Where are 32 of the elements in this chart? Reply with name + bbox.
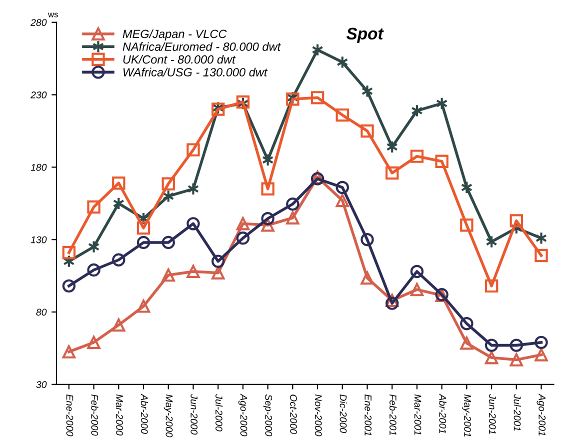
x-tick-label: Abr-2000 bbox=[140, 394, 148, 434]
x-tick-label: Abr-2001 bbox=[439, 394, 446, 434]
x-tick-label: Nov-2000 bbox=[314, 394, 322, 436]
x-tick-label: Jul-2001 bbox=[514, 394, 521, 431]
x-tick-label: Mar-2000 bbox=[116, 394, 123, 436]
x-tick-label: Jun-2000 bbox=[190, 394, 198, 435]
y-tick-label: 280 bbox=[30, 19, 47, 26]
legend-label: MEG/Japan - VLCC bbox=[122, 29, 227, 40]
x-tick-label: Oct-2000 bbox=[290, 394, 297, 434]
x-tick-label: Jul-2000 bbox=[215, 394, 223, 432]
y-tick-label: 30 bbox=[36, 381, 47, 388]
x-tick-label: Ago-2000 bbox=[238, 394, 248, 436]
y-tick-label: 130 bbox=[30, 236, 47, 244]
y-tick-label: 230 bbox=[30, 92, 47, 98]
x-tick-label: Feb-2001 bbox=[390, 394, 397, 435]
x-tick-label: Feb-2000 bbox=[91, 394, 98, 436]
x-tick-label: Sep-2000 bbox=[263, 394, 272, 436]
x-tick-label: May-2000 bbox=[164, 394, 173, 438]
legend-label: UK/Cont - 80.000 dwt bbox=[123, 54, 236, 64]
legend-label: NAfrica/Euromed - 80.000 dwt bbox=[122, 42, 281, 51]
y-tick-label: 80 bbox=[36, 308, 47, 316]
x-tick-label: Mar-2001 bbox=[414, 394, 422, 435]
x-tick-label: Ene-2001 bbox=[364, 394, 372, 436]
x-tick-label: Ago-2001 bbox=[536, 394, 546, 436]
legend-label: WAfrica/USG - 130.000 dwt bbox=[123, 68, 268, 76]
x-tick-label: Jun-2001 bbox=[488, 394, 496, 434]
x-tick-label: Dic-2000 bbox=[340, 394, 347, 433]
chart-title: Spot bbox=[346, 28, 384, 43]
y-tick-label: 180 bbox=[30, 164, 47, 171]
y-axis-title: ws bbox=[48, 12, 58, 18]
x-tick-label: Ene-2000 bbox=[66, 394, 74, 436]
x-tick-label: May-2001 bbox=[462, 394, 471, 437]
